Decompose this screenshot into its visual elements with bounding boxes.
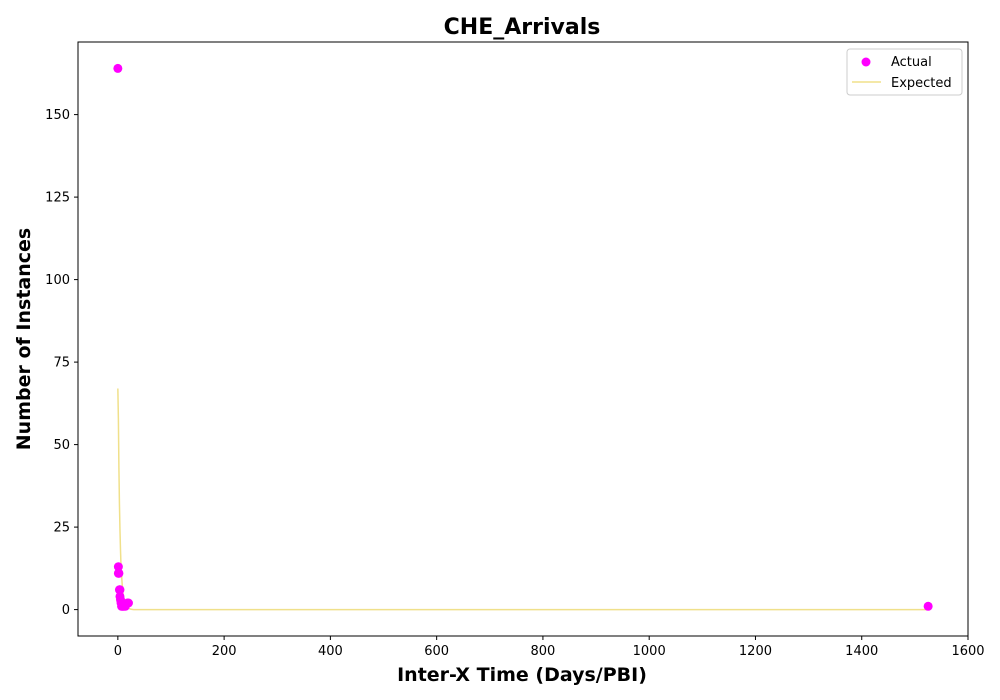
actual-data-point (113, 562, 123, 572)
x-tick-label: 1000 (633, 644, 666, 659)
x-tick-label: 200 (212, 644, 237, 659)
y-tick-label: 150 (45, 108, 70, 123)
legend: Actual Expected (846, 48, 963, 96)
axes-frame (77, 41, 969, 637)
legend-expected-label: Expected (891, 76, 952, 91)
y-tick-label: 25 (53, 521, 70, 536)
x-tick-label: 800 (531, 644, 556, 659)
legend-actual-label: Actual (891, 55, 932, 70)
y-axis-label: Number of Instances (13, 228, 35, 450)
actual-data-point (114, 568, 124, 578)
y-tick-label: 75 (53, 356, 70, 371)
actual-data-point (113, 63, 123, 73)
x-tick-label: 1600 (951, 644, 984, 659)
x-tick-label: 1400 (845, 644, 878, 659)
x-tick-label: 0 (114, 644, 122, 659)
plot-area: 0 200 400 600 800 1000 1200 1400 1600 0 25 50 75 100 1… (45, 41, 985, 659)
y-tick-label: 100 (45, 273, 70, 288)
chart-title: CHE_Arrivals (444, 15, 601, 40)
actual-data-point (123, 598, 133, 608)
y-tick-label: 50 (53, 438, 70, 453)
y-tick-label: 0 (62, 603, 70, 618)
x-tick-label: 1200 (739, 644, 772, 659)
x-axis-label: Inter-X Time (Days/PBI) (397, 664, 647, 686)
actual-data-point (923, 601, 933, 611)
x-tick-label: 600 (424, 644, 449, 659)
actual-data-point (115, 585, 125, 595)
y-tick-label: 125 (45, 191, 70, 206)
legend-box (846, 48, 963, 96)
x-tick-label: 400 (318, 644, 343, 659)
legend-actual-marker (861, 57, 871, 67)
